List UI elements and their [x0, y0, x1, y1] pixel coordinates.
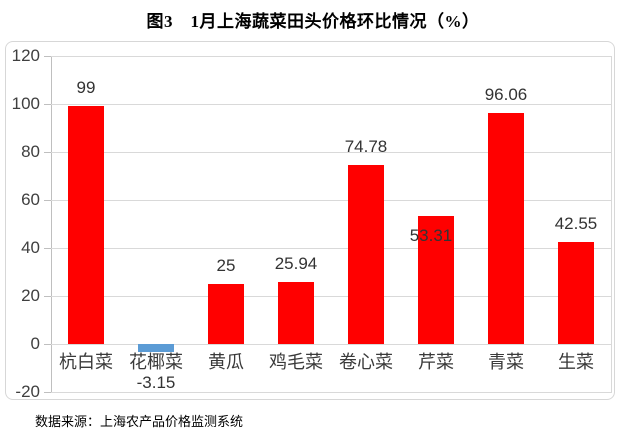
category-label-鸡毛菜: 鸡毛菜	[269, 352, 323, 372]
y-axis-label: 40	[21, 238, 40, 257]
chart-title: 图3 1月上海蔬菜田头价格环比情况（%）	[146, 12, 480, 31]
gridline-20	[51, 296, 611, 297]
plot-area: 99 杭白菜 -3.15 花椰菜 25 黄瓜 25.94 鸡毛菜 74.78 卷心菜 53.31 芹菜…	[51, 56, 611, 393]
bar-黄瓜	[208, 284, 244, 344]
category-label-卷心菜: 卷心菜	[339, 352, 393, 372]
y-axis-label: 100	[11, 94, 40, 113]
data-label-芹菜: 53.31	[409, 226, 453, 246]
chart-frame: 99 杭白菜 -3.15 花椰菜 25 黄瓜 25.94 鸡毛菜 74.78 卷心菜 53.31 芹菜…	[5, 41, 615, 401]
category-label-黄瓜: 黄瓜	[208, 352, 244, 372]
gridline-100	[51, 104, 611, 105]
data-label-生菜: 42.55	[554, 213, 598, 233]
y-axis-label: 120	[11, 46, 40, 65]
y-axis-tick	[44, 152, 51, 153]
gridline-80	[51, 152, 611, 153]
category-label-生菜: 生菜	[558, 352, 594, 372]
data-label-鸡毛菜: 25.94	[274, 253, 318, 273]
gridline-120	[51, 56, 611, 57]
category-label-杭白菜: 杭白菜	[59, 352, 113, 372]
y-axis-tick	[44, 200, 51, 201]
y-axis-label: 0	[30, 334, 40, 353]
bar-青菜	[488, 113, 524, 344]
gridline-0	[51, 344, 611, 345]
y-axis-label: 80	[21, 142, 40, 161]
plot-right-border	[611, 56, 612, 393]
y-axis-line	[51, 56, 52, 393]
y-axis-tick	[44, 392, 51, 393]
bar-卷心菜	[348, 164, 384, 344]
category-label-青菜: 青菜	[488, 352, 524, 372]
gridline--20	[51, 392, 611, 393]
y-axis-label: -20	[15, 382, 40, 401]
y-axis-tick	[44, 56, 51, 57]
y-axis-label: 20	[21, 286, 40, 305]
bar-杭白菜	[68, 106, 104, 344]
y-axis-tick	[44, 248, 51, 249]
category-label-花椰菜: 花椰菜	[129, 352, 183, 372]
data-label-黄瓜: 25	[216, 256, 236, 275]
y-axis-tick	[44, 296, 51, 297]
category-label-芹菜: 芹菜	[418, 352, 454, 372]
data-label-花椰菜: -3.15	[136, 373, 176, 392]
data-label-青菜: 96.06	[484, 85, 528, 105]
data-label-杭白菜: 99	[76, 78, 96, 98]
y-axis-label: 60	[21, 190, 40, 209]
y-axis-tick	[44, 344, 51, 345]
source-note: 数据来源：上海农产品价格监测系统	[35, 414, 244, 429]
y-axis-tick	[44, 104, 51, 105]
bar-鸡毛菜	[278, 281, 314, 344]
bar-生菜	[558, 241, 594, 344]
bar-芹菜	[418, 216, 454, 344]
gridline-60	[51, 200, 611, 201]
bar-花椰菜	[138, 344, 174, 352]
data-label-卷心菜: 74.78	[344, 136, 388, 156]
gridline-40	[51, 248, 611, 249]
